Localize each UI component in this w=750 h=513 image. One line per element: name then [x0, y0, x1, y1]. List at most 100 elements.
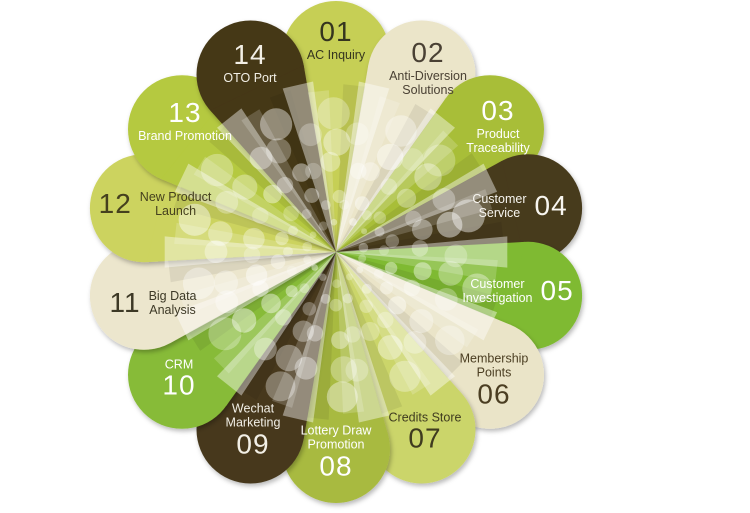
bubble-dot	[331, 331, 349, 349]
bubble-dot	[320, 151, 341, 172]
light-wedge	[336, 252, 431, 395]
bubble-dot	[302, 241, 313, 252]
shade-wedge	[336, 104, 435, 252]
highlight-wedge-layer	[164, 81, 508, 423]
highlight-wedge	[336, 252, 498, 341]
bubble-dot	[413, 262, 432, 281]
bubble-dot	[435, 325, 465, 356]
bubble-dot	[302, 302, 317, 316]
highlight-wedge	[217, 252, 336, 396]
bubble-dot	[403, 279, 421, 297]
bubble-dot	[373, 211, 386, 224]
bubble-dot	[377, 311, 394, 329]
bubble-dot	[423, 144, 456, 177]
bubble-dot	[412, 219, 433, 240]
bubble-dot	[305, 162, 322, 180]
bubble-dot	[385, 234, 400, 248]
shade-wedge	[306, 252, 336, 420]
petal-layer	[89, 1, 583, 503]
light-wedge	[179, 252, 336, 315]
light-wedge	[336, 130, 459, 252]
bubble-dot	[373, 268, 384, 279]
bubble-dot	[323, 128, 351, 156]
petal-tail	[210, 65, 336, 252]
bubble-dot	[409, 309, 434, 334]
bubble-dot	[252, 280, 269, 297]
bubble-dot	[286, 265, 297, 276]
bubble-dot	[309, 231, 317, 239]
bubble-dot	[311, 264, 319, 271]
bubble-dot	[358, 242, 369, 253]
petal-tail	[146, 241, 336, 344]
bubble-dot	[231, 308, 257, 333]
bubble-dot	[345, 122, 369, 146]
bubble-dot	[388, 296, 407, 315]
petal-tail	[336, 160, 526, 263]
bubble-dot	[451, 199, 485, 233]
bubble-dot	[299, 123, 322, 147]
petal-shape-14	[196, 20, 336, 252]
bubble-dot	[254, 337, 277, 361]
bubble-dot	[306, 325, 324, 342]
bubble-dot	[319, 273, 327, 281]
highlight-wedge	[282, 81, 336, 252]
bubble-dot	[330, 218, 338, 226]
bubble-dot	[318, 221, 328, 231]
bubble-dot	[292, 320, 314, 342]
highlight-wedge	[282, 252, 336, 423]
bubble-dot	[260, 108, 293, 141]
bubble-dot	[243, 227, 265, 250]
bubble-layer	[178, 97, 492, 413]
bubble-dot	[384, 261, 398, 275]
highlight-wedge	[174, 252, 336, 341]
light-wedge	[336, 252, 365, 414]
bubble-dot	[213, 270, 238, 295]
bubble-dot	[320, 293, 331, 304]
highlight-wedge	[336, 163, 498, 252]
petal-tail	[336, 65, 462, 252]
bubble-dot	[285, 285, 298, 298]
petal-shape-04	[336, 154, 583, 263]
bubble-dot	[359, 299, 373, 313]
bubble-dot	[434, 288, 458, 311]
bubble-dot	[345, 273, 353, 281]
bubble-dot	[303, 255, 312, 264]
bubble-dot	[411, 240, 429, 257]
bubble-dot	[270, 254, 286, 269]
bubble-dot	[200, 153, 234, 187]
bubble-dot	[265, 371, 296, 402]
bubble-dot	[377, 335, 403, 360]
bubble-dot	[288, 225, 298, 236]
bubble-dot	[249, 146, 273, 170]
bubble-dot	[361, 162, 380, 182]
bubble-dot	[326, 381, 358, 413]
bubble-dot	[432, 188, 456, 211]
bubble-dot	[436, 211, 463, 238]
bubble-dot	[275, 309, 292, 326]
bubble-dot	[403, 331, 427, 354]
light-wedge	[272, 252, 336, 408]
light-wedge	[213, 252, 336, 374]
bubble-dot	[283, 246, 293, 257]
bubble-dot	[301, 209, 312, 219]
bubble-dot	[405, 210, 422, 228]
shade-wedge	[336, 84, 366, 252]
light-wedge	[241, 109, 336, 252]
bubble-dot	[349, 218, 357, 226]
highlight-wedge	[336, 81, 390, 252]
light-wedge	[336, 252, 498, 282]
petal-tail	[210, 252, 336, 439]
bubble-dot	[266, 138, 292, 164]
petal-tail	[336, 97, 511, 252]
shade-wedge	[269, 90, 336, 252]
light-wedge	[174, 222, 336, 252]
light-wedge	[336, 252, 479, 348]
bubble-dot	[462, 273, 492, 304]
bubble-dot	[329, 298, 343, 312]
bubble-dot	[283, 205, 299, 222]
bubble-dot	[401, 148, 424, 171]
bubble-dot	[344, 326, 361, 343]
petal-shape-11	[89, 241, 336, 350]
